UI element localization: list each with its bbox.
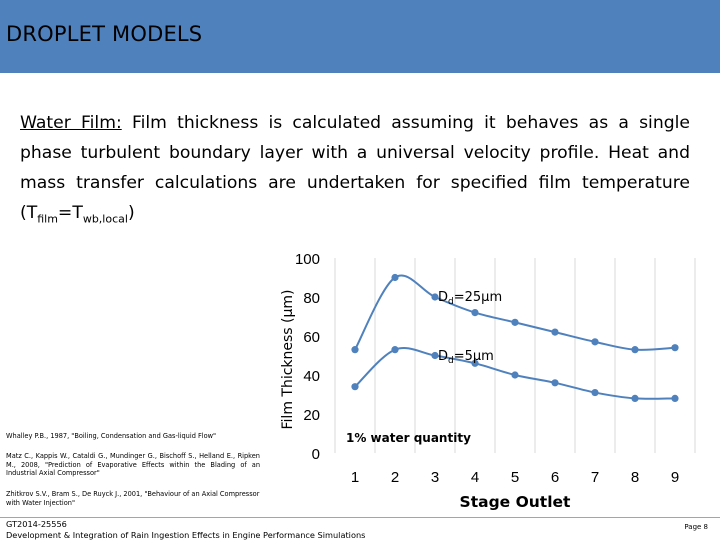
paper-code: GT2014-25556 <box>6 519 67 529</box>
data-point <box>631 346 639 354</box>
subscript-wb-local: wb,local <box>82 212 128 226</box>
data-point <box>391 273 399 282</box>
y-tick-label: 20 <box>303 407 320 424</box>
y-axis-title: Film Thickness (μm) <box>280 289 296 429</box>
x-tick-label: 5 <box>511 469 519 486</box>
x-tick-label: 6 <box>551 469 559 486</box>
header-bar: DROPLET MODELS <box>0 0 720 73</box>
data-point <box>431 351 439 360</box>
slide-title: DROPLET MODELS <box>6 22 203 46</box>
y-tick-label: 40 <box>303 368 320 385</box>
paper-title: Development & Integration of Rain Ingest… <box>6 530 366 540</box>
data-point <box>671 394 679 402</box>
series-label: Dd=5μm <box>438 349 494 366</box>
data-point <box>431 293 439 301</box>
data-point <box>391 346 399 354</box>
data-point <box>511 318 519 326</box>
y-tick-label: 80 <box>303 290 320 307</box>
data-point <box>551 328 559 336</box>
body-mid: =T <box>57 203 83 223</box>
data-point <box>351 383 359 391</box>
data-point <box>471 359 479 367</box>
x-axis-title: Stage Outlet <box>460 493 571 511</box>
page-number: Page 8 <box>684 523 708 531</box>
reference-whalley: Whalley P.B., 1987, "Boiling, Condensati… <box>6 432 217 440</box>
body-end: ) <box>127 203 135 223</box>
x-tick-label: 4 <box>471 469 479 486</box>
x-tick-label: 3 <box>431 469 439 486</box>
series-line <box>354 274 676 351</box>
x-tick-label: 1 <box>351 469 359 486</box>
footer-info: GT2014-25556 Development & Integration o… <box>6 519 365 541</box>
body-text: Film thickness is calculated assuming it… <box>20 113 690 223</box>
data-point <box>671 344 679 352</box>
data-point <box>591 388 599 397</box>
data-point <box>591 338 599 346</box>
y-tick-label: 60 <box>303 329 320 346</box>
data-point <box>551 379 559 387</box>
data-point <box>631 394 639 402</box>
y-tick-label: 0 <box>312 446 320 463</box>
data-point <box>511 371 519 379</box>
data-point <box>471 309 479 317</box>
body-paragraph: Water Film: Film thickness is calculated… <box>20 108 690 234</box>
film-thickness-chart: 0 20 40 60 80 100 1 2 3 4 5 6 7 8 9 Film Thickness (μm)… <box>280 251 696 511</box>
annotation-water-quantity: 1% water quantity <box>346 431 471 445</box>
footer-divider <box>0 517 720 518</box>
x-tick-label: 2 <box>391 469 399 486</box>
x-tick-label: 8 <box>631 469 639 486</box>
series-label: Dd=25μm <box>438 290 502 307</box>
reference-matz: Matz C., Kappis W., Cataldi G., Mundinge… <box>6 452 260 478</box>
x-tick-label: 7 <box>591 469 599 486</box>
subscript-film: film <box>37 212 58 226</box>
y-tick-label: 100 <box>295 251 320 268</box>
x-tick-label: 9 <box>671 469 679 486</box>
reference-zhitkrov: Zhitkrov S.V., Bram S., De Ruyck J., 200… <box>6 490 260 507</box>
data-point <box>351 346 359 354</box>
body-lead: Water Film: <box>20 113 122 133</box>
